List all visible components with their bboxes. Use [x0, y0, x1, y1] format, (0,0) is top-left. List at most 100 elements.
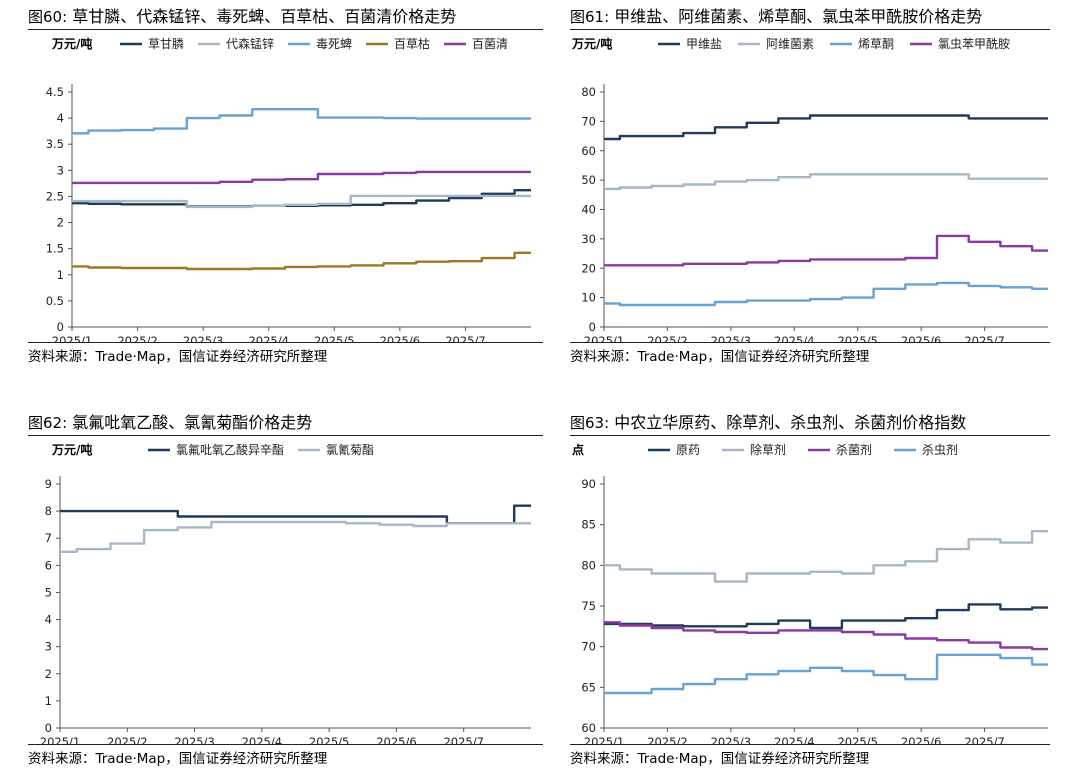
legend-label: 毒死蜱: [316, 36, 352, 51]
x-tick-label: 2025/3: [711, 334, 751, 342]
chart-panel-60: 图60: 草甘膦、代森锰锌、毒死蜱、百草枯、百菌清价格走势 万元/吨 草甘膦 代森锰…: [28, 6, 543, 367]
source-text: 资料来源：Trade·Map，国信证券经济研究所整理: [570, 751, 870, 767]
figure-number: 图61:: [570, 8, 610, 26]
series-line: [604, 603, 1048, 630]
y-tick-label: 4: [45, 613, 52, 627]
line-chart: 万元/吨 草甘膦 代森锰锌 毒死蜱 百草枯 百菌清 0 0.5 1 1.5 2 2.5 3 3.5 4 4.5…: [46, 36, 531, 342]
legend-label: 原药: [676, 443, 700, 457]
y-tick-label: 2: [57, 216, 64, 230]
y-tick-label: 3.5: [46, 137, 64, 151]
x-tick-label: 2025/4: [774, 735, 814, 744]
chart-source: 资料来源：Trade·Map，国信证券经济研究所整理: [570, 744, 1050, 769]
legend-item: 氯氰菊酯: [298, 442, 374, 457]
y-tick-label: 70: [581, 640, 596, 654]
y-tick-label: 2: [45, 667, 52, 681]
chart-panel-62: 图62: 氯氟吡氧乙酸、氯氰菊酯价格走势 万元/吨 氯氟吡氧乙酸异辛酯 氯氰菊酯 0 1…: [28, 412, 543, 769]
series-line: [604, 281, 1048, 307]
chart-source: 资料来源：Trade·Map，国信证券经济研究所整理: [28, 342, 543, 367]
y-axis-unit-label: 万元/吨: [571, 36, 612, 51]
y-tick-label: 9: [45, 477, 52, 491]
legend-item: 氯氟吡氧乙酸异辛酯: [148, 442, 284, 457]
chart-source: 资料来源：Trade·Map，国信证券经济研究所整理: [28, 744, 543, 769]
x-tick-label: 2025/7: [964, 735, 1004, 744]
legend-label: 氯虫苯甲酰胺: [938, 37, 1010, 51]
chart-title: 图61: 甲维盐、阿维菌素、烯草酮、氯虫苯甲酰胺价格走势: [570, 6, 1050, 30]
x-tick-label: 2025/5: [314, 334, 354, 342]
y-tick-label: 0: [45, 721, 52, 735]
chart-plot-area: 点 原药 除草剂 杀菌剂 杀虫剂 60 65 70 75 80 85 90 2025/1 2025/2 20…: [570, 436, 1050, 744]
series-line: [604, 530, 1048, 583]
y-tick-label: 50: [581, 173, 596, 187]
x-tick-label: 2025/7: [443, 735, 483, 744]
series-line: [72, 251, 531, 271]
chart-source: 资料来源：Trade·Map，国信证券经济研究所整理: [570, 342, 1050, 367]
chart-title: 图63: 中农立华原药、除草剂、杀虫剂、杀菌剂价格指数: [570, 412, 1050, 436]
y-tick-label: 60: [581, 721, 596, 735]
x-tick-label: 2025/1: [52, 334, 92, 342]
series-line: [72, 194, 531, 209]
y-tick-label: 4: [57, 111, 64, 125]
legend-item: 百菌清: [444, 37, 508, 51]
figure-number: 图60:: [28, 8, 68, 26]
series-line: [60, 520, 531, 553]
x-tick-label: 2025/3: [183, 334, 223, 342]
legend-item: 草甘膦: [120, 36, 184, 51]
series-line: [604, 653, 1048, 695]
x-tick-label: 2025/6: [901, 735, 941, 744]
legend-item: 杀虫剂: [894, 442, 958, 457]
y-tick-label: 6: [45, 558, 52, 572]
x-tick-label: 2025/2: [647, 334, 687, 342]
y-tick-label: 60: [581, 144, 596, 158]
y-tick-label: 3: [57, 163, 64, 177]
series-line: [72, 170, 531, 185]
x-tick-label: 2025/6: [901, 334, 941, 342]
chart-plot-area: 万元/吨 氯氟吡氧乙酸异辛酯 氯氰菊酯 0 1 2 3 4 5 6 7 8 9 2025/1 2025/2 2…: [28, 436, 543, 744]
y-tick-label: 1: [45, 694, 52, 708]
legend-item: 百草枯: [366, 36, 430, 51]
chart-title: 图60: 草甘膦、代森锰锌、毒死蜱、百草枯、百菌清价格走势: [28, 6, 543, 30]
y-axis-unit-label: 万元/吨: [51, 36, 92, 51]
legend-label: 代森锰锌: [226, 36, 274, 51]
line-chart: 点 原药 除草剂 杀菌剂 杀虫剂 60 65 70 75 80 85 90 2025/1 2025/2 20…: [572, 442, 1048, 744]
x-tick-label: 2025/3: [711, 735, 751, 744]
source-text: 资料来源：Trade·Map，国信证券经济研究所整理: [28, 349, 328, 365]
legend-item: 甲维盐: [658, 37, 722, 51]
x-tick-label: 2025/1: [40, 735, 80, 744]
legend-item: 代森锰锌: [198, 36, 274, 51]
line-chart: 万元/吨 氯氟吡氧乙酸异辛酯 氯氰菊酯 0 1 2 3 4 5 6 7 8 9 2025/1 2025/2 2…: [40, 442, 531, 744]
y-tick-label: 0: [589, 320, 596, 334]
legend-item: 毒死蜱: [288, 36, 352, 51]
legend-label: 百菌清: [472, 37, 508, 51]
y-tick-label: 7: [45, 531, 52, 545]
chart-title: 图62: 氯氟吡氧乙酸、氯氰菊酯价格走势: [28, 412, 543, 436]
x-tick-label: 2025/2: [647, 735, 687, 744]
y-tick-label: 3: [45, 640, 52, 654]
legend-label: 阿维菌素: [766, 37, 814, 51]
x-tick-label: 2025/1: [584, 735, 624, 744]
y-tick-label: 85: [581, 518, 596, 532]
figure-title: 草甘膦、代森锰锌、毒死蜱、百草枯、百菌清价格走势: [72, 7, 457, 26]
y-tick-label: 65: [581, 680, 596, 694]
x-tick-label: 2025/5: [837, 334, 877, 342]
legend-label: 除草剂: [750, 442, 786, 457]
legend-item: 杀菌剂: [808, 442, 872, 457]
chart-plot-area: 万元/吨 甲维盐 阿维菌素 烯草酮 氯虫苯甲酰胺 0 10 20 30 40 50 60 70 80 202…: [570, 30, 1050, 342]
series-line: [60, 504, 531, 525]
y-axis-unit-label: 万元/吨: [51, 442, 92, 457]
y-tick-label: 1: [57, 268, 64, 282]
series-line: [604, 621, 1048, 651]
figure-number: 图63:: [570, 414, 610, 432]
legend-item: 除草剂: [722, 442, 786, 457]
y-axis-unit-label: 点: [572, 442, 584, 457]
legend-label: 氯氰菊酯: [326, 442, 374, 457]
y-tick-label: 70: [581, 114, 596, 128]
y-tick-label: 20: [581, 261, 596, 275]
legend-item: 阿维菌素: [738, 37, 814, 51]
legend-item: 氯虫苯甲酰胺: [910, 37, 1010, 51]
x-tick-label: 2025/2: [117, 334, 157, 342]
figure-title: 中农立华原药、除草剂、杀虫剂、杀菌剂价格指数: [614, 413, 967, 432]
legend-label: 杀虫剂: [922, 442, 958, 457]
y-tick-label: 40: [581, 203, 596, 217]
x-tick-label: 2025/5: [837, 735, 877, 744]
y-tick-label: 8: [45, 504, 52, 518]
